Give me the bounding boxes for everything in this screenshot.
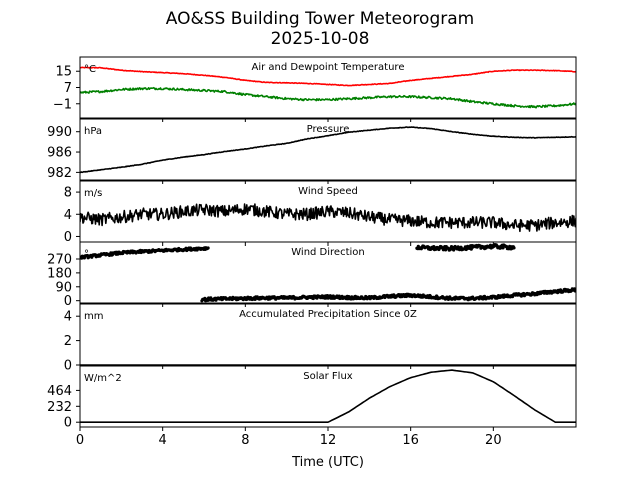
solar-y-tick-label: 0 [64,416,72,431]
panel-precip: 4 2 0 mm Accumulated Precipitation Since 0Z [64,303,577,374]
x-tick-label: 12 [320,433,337,448]
temp-series-dewpoint [80,86,576,109]
wind_dir-y-tick-label: 90 [55,280,72,295]
wind_speed-panel-title: Wind Speed [298,186,358,197]
x-tick-label: 20 [485,433,502,448]
pressure-panel-title: Pressure [307,124,350,135]
precip-panel-title: Accumulated Precipitation Since 0Z [239,309,417,320]
wind_speed-plot-area [80,203,576,233]
wind_dir-y-tick-label: 0 [64,294,72,309]
panel-pressure: 990 986 982 hPa Pressure [47,118,577,184]
wind_speed-y-tick-label: 0 [64,230,72,245]
temp-y-tick-label: 7 [64,81,72,96]
solar-series-solar-flux [80,369,576,424]
temp-y-tick-label: 15 [55,65,72,80]
wind-direction-point [501,246,505,250]
wind_dir-series-wind-direction-nnw- [415,243,516,252]
panel-stack: 157−1 °C Air and Dewpoint Temperature 990 98… [47,56,577,431]
wind_dir-panel-title: Wind Direction [291,247,365,258]
solar-y-tick-label: 464 [47,384,72,399]
x-tick-label: 8 [241,433,249,448]
pressure-y-tick-label: 986 [47,146,72,161]
wind_speed-unit-label: m/s [84,188,102,199]
wind-direction-point [206,246,210,250]
wind_speed-y-tick-label: 8 [64,186,72,201]
wind_dir-series-wind-direction-nw- [80,246,210,260]
solar-y-tick-label: 232 [47,400,72,415]
precip-y-tick-label: 0 [64,359,72,374]
precip-unit-label: mm [84,311,103,322]
wind_speed-y-tick-label: 4 [64,208,72,223]
solar-plot-area [80,369,576,424]
solar-unit-label: W/m^2 [84,373,122,384]
wind_dir-plot-area [80,243,576,303]
pressure-series-pressure [80,126,576,174]
x-axis: 0 4 8 12 16 20 [76,427,502,448]
temp-panel-title: Air and Dewpoint Temperature [252,62,405,73]
pressure-unit-label: hPa [84,126,102,137]
wind_dir-unit-label: ° [84,249,89,260]
wind_dir-y-tick-label: 270 [47,252,72,267]
chart-subtitle: 2025-10-08 [271,29,370,49]
temp-plot-area [80,66,576,109]
x-tick-label: 16 [402,433,419,448]
pressure-y-tick-label: 990 [47,125,72,140]
chart-title: AO&SS Building Tower Meteorogram [166,9,474,29]
wind_dir-y-tick-label: 180 [47,266,72,281]
pressure-plot-area [80,126,576,174]
x-axis-label: Time (UTC) [291,455,364,470]
pressure-y-tick-label: 982 [47,166,72,181]
wind_dir-series-wind-direction-n- [200,287,576,303]
temp-unit-label: °C [84,64,96,75]
solar-panel-title: Solar Flux [303,371,353,382]
wind-direction-point [311,296,315,301]
wind-direction-point [512,246,516,250]
x-tick-label: 4 [159,433,167,448]
wind-direction-point [452,248,456,252]
temp-series-air-temperature [80,66,576,87]
temp-y-tick-label: −1 [53,97,72,112]
x-tick-label: 0 [76,433,84,448]
precip-y-tick-label: 2 [64,334,72,349]
panel-wind_speed: 8 4 0 m/s Wind Speed [64,180,577,246]
wind_speed-series-wind-speed [80,203,576,233]
panel-temp: 157−1 °C Air and Dewpoint Temperature [53,56,577,122]
precip-y-tick-label: 4 [64,310,72,325]
